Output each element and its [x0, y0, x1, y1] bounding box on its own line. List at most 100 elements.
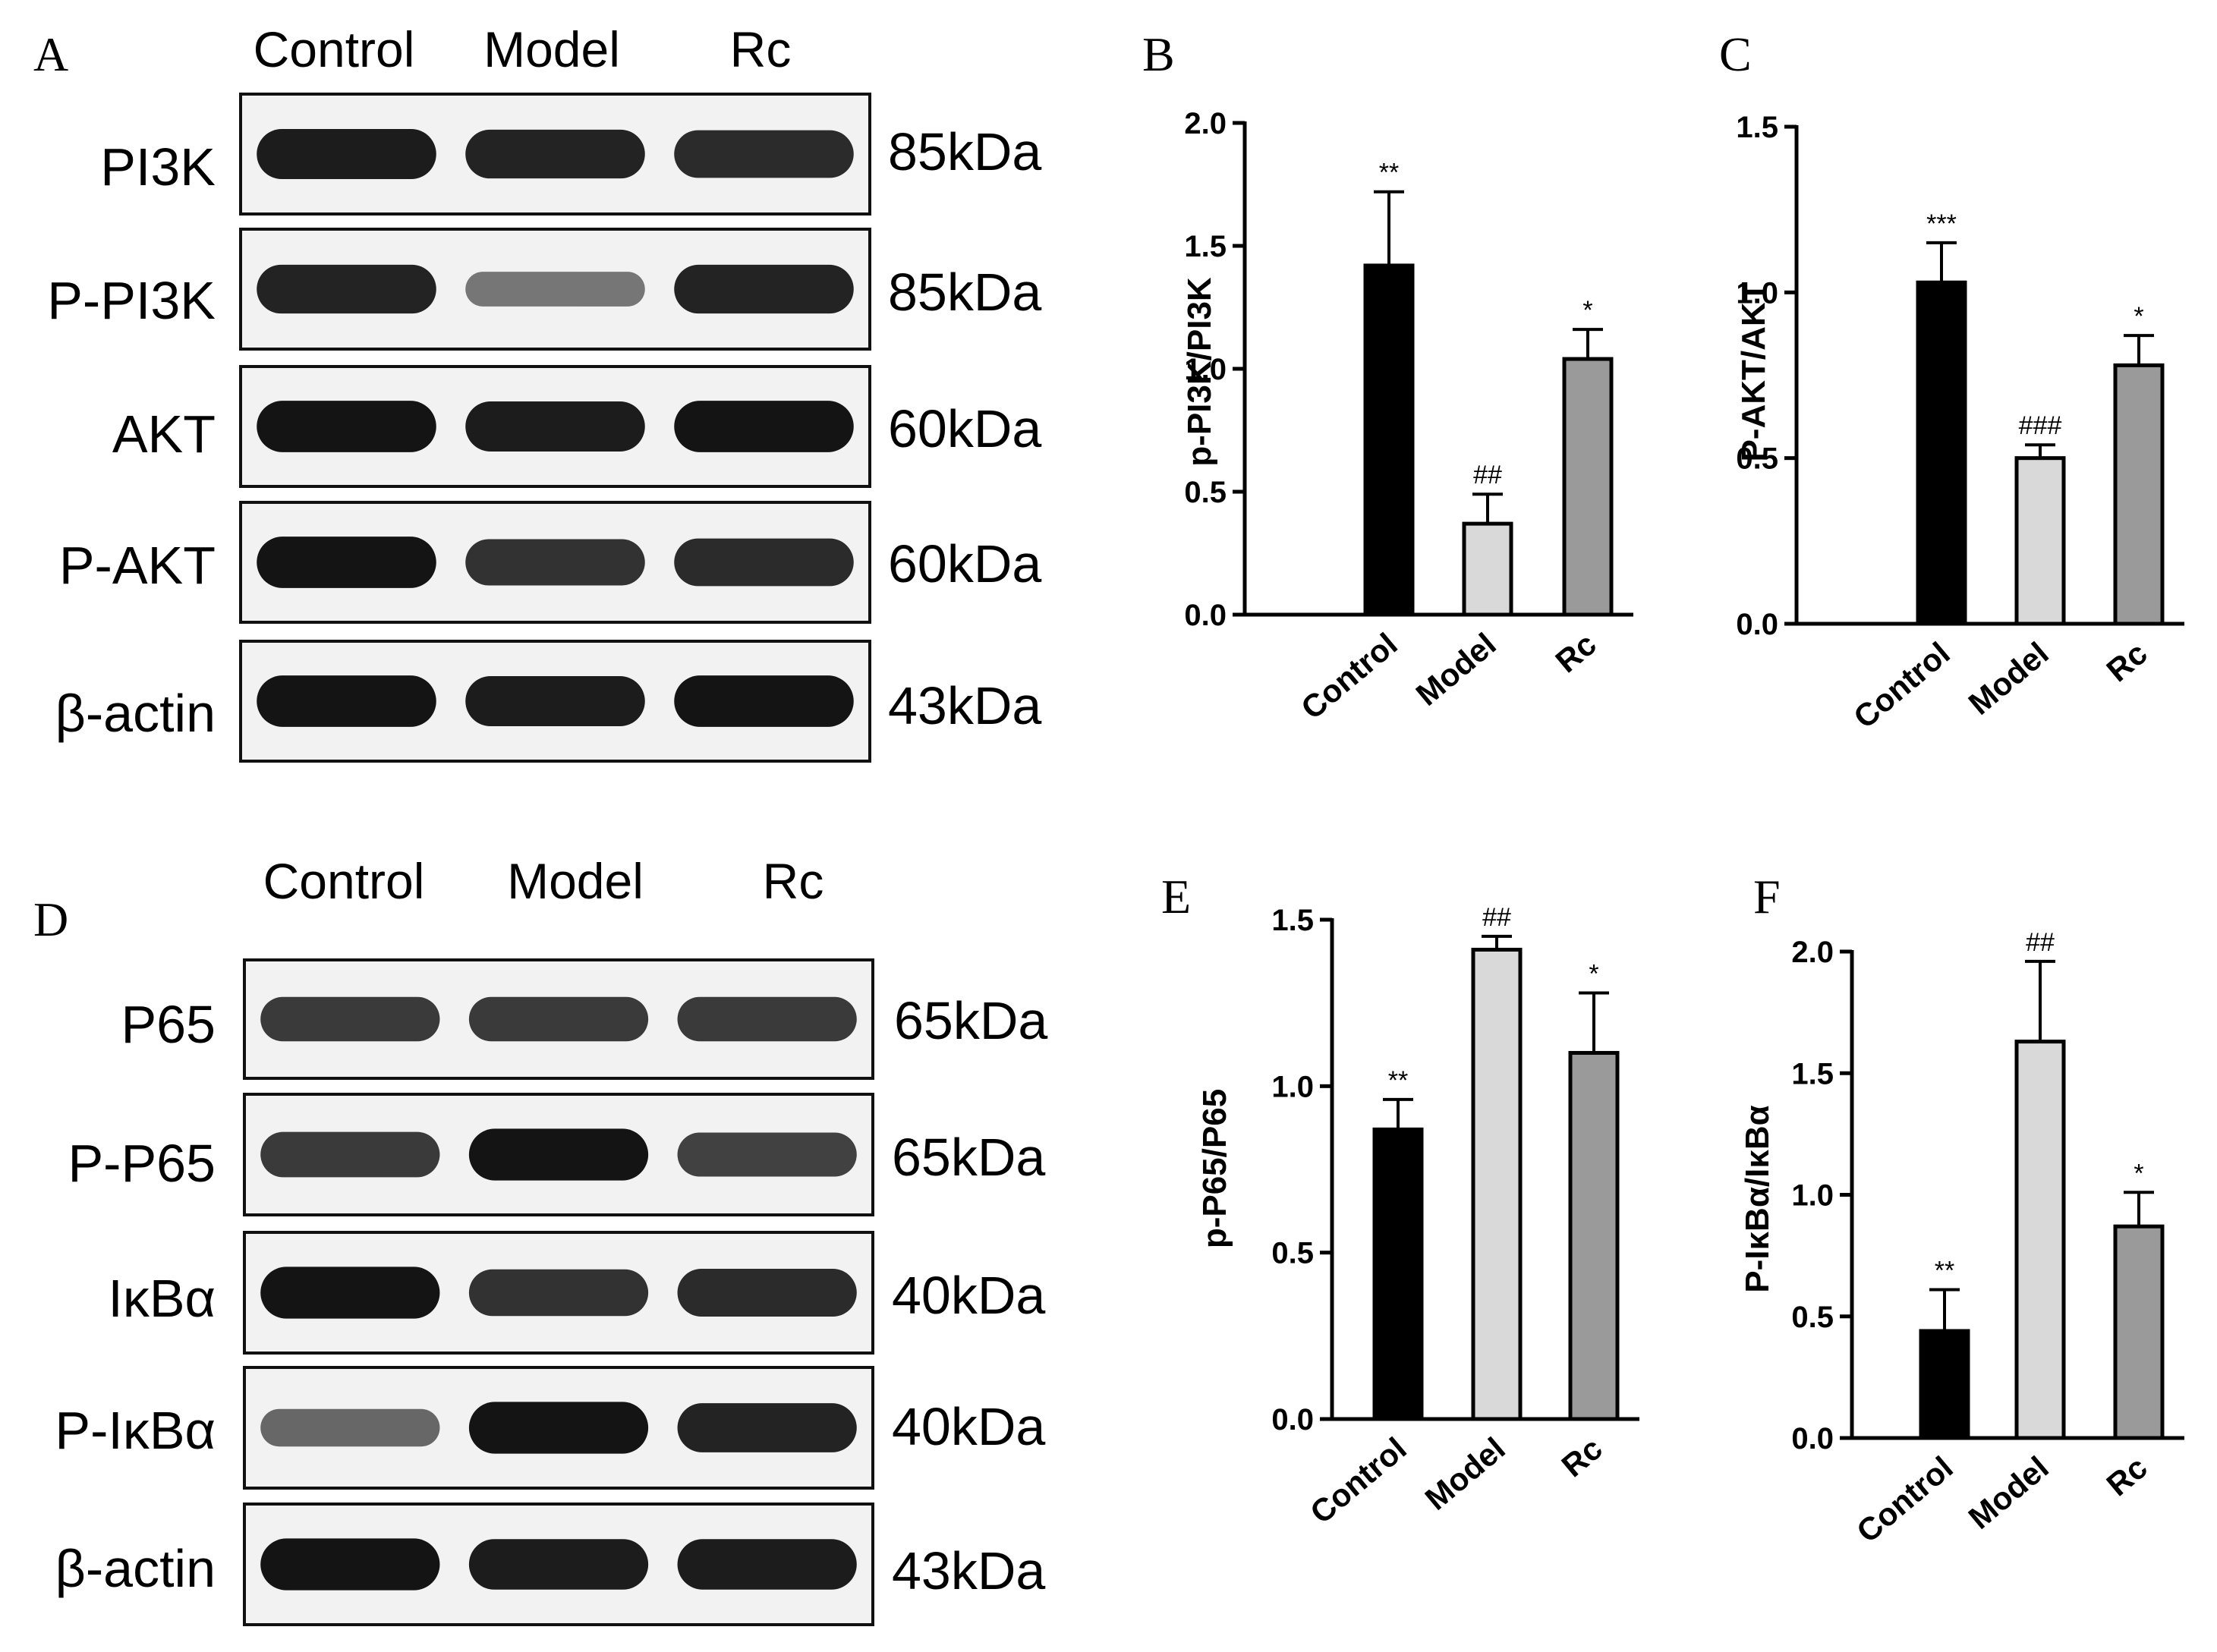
blot-band-model — [465, 272, 645, 307]
blot-band-control — [260, 1538, 440, 1591]
blot-band-rc — [674, 675, 854, 727]
significance-label-rc: * — [1582, 296, 1592, 325]
significance-label-control: ** — [1379, 159, 1399, 187]
y-tick-label: 1.5 — [1736, 111, 1778, 144]
blot-band-rc — [674, 264, 854, 314]
bar-control — [1372, 1127, 1424, 1421]
lane-label-control: Control — [253, 21, 415, 77]
significance-label-rc: * — [2134, 302, 2143, 331]
blot-band-control — [260, 1408, 440, 1447]
row-label-p-ikba: P-IκBα — [55, 1401, 216, 1460]
kda-label-p65: 65kDa — [894, 991, 1048, 1050]
kda-label-p-p65: 65kDa — [892, 1128, 1046, 1187]
bar-control — [1919, 1329, 1970, 1440]
y-tick-label: 1.0 — [1184, 353, 1227, 386]
row-label-beta-actin: β-actin — [55, 1539, 216, 1598]
y-tick-label: 1.5 — [1791, 1057, 1834, 1090]
blot-band-control — [257, 264, 436, 314]
blot-strip-pi3k — [239, 93, 871, 216]
y-tick-label: 1.5 — [1271, 904, 1314, 937]
panel-letter-c: C — [1719, 27, 1752, 81]
blot-strip-p-ikba — [243, 1366, 874, 1490]
lane-label-control: Control — [263, 853, 425, 909]
bar-rc — [1562, 357, 1614, 617]
blot-strip-ikba — [243, 1231, 874, 1355]
y-tick-label: 2.0 — [1791, 936, 1834, 969]
x-tick-label-control: Control — [1850, 1449, 1960, 1550]
blot-band-rc — [674, 130, 854, 178]
row-label-p-akt: P-AKT — [58, 536, 216, 595]
significance-label-model: ## — [2026, 928, 2055, 957]
significance-label-model: ## — [1482, 903, 1511, 932]
y-tick-label: 2.0 — [1184, 107, 1227, 140]
y-axis-label: p-PI3K/PI3K — [1181, 277, 1218, 467]
row-label-p-pi3k: P-PI3K — [47, 271, 216, 330]
blot-band-model — [468, 1402, 649, 1454]
blot-band-model — [465, 539, 645, 586]
significance-label-control: *** — [1926, 209, 1957, 238]
kda-label-beta-actin: 43kDa — [892, 1541, 1046, 1600]
panel-letter-a: A — [33, 27, 69, 81]
x-tick-label-model: Model — [1962, 1449, 2055, 1536]
row-label-ikba: IκBα — [108, 1269, 216, 1328]
panel-letter-b: B — [1142, 27, 1175, 81]
significance-label-model: ### — [2019, 411, 2062, 440]
significance-label-control: ** — [1388, 1066, 1408, 1095]
kda-label-p-ikba: 40kDa — [892, 1397, 1046, 1456]
significance-label-model: ## — [1473, 461, 1502, 489]
blot-strip-p-p65 — [243, 1093, 874, 1216]
row-label-akt: AKT — [112, 404, 216, 464]
y-tick-label: 0.0 — [1271, 1403, 1314, 1436]
blot-band-model — [468, 1269, 649, 1317]
blot-strip-p-pi3k — [239, 228, 871, 351]
kda-label-p-pi3k: 85kDa — [888, 263, 1042, 322]
blot-band-rc — [677, 1403, 857, 1452]
row-label-pi3k: PI3K — [100, 137, 216, 197]
panel-letter-e: E — [1161, 870, 1192, 924]
y-axis-label: P-AKT/AKT — [1735, 282, 1772, 461]
y-tick-label: 1.0 — [1271, 1070, 1314, 1103]
blot-band-control — [257, 537, 436, 588]
row-label-p65: P65 — [121, 995, 216, 1054]
blot-band-control — [260, 1267, 440, 1319]
blot-band-rc — [677, 996, 857, 1042]
bar-model — [1471, 947, 1523, 1421]
blot-band-rc — [677, 1539, 857, 1590]
blot-band-control — [260, 996, 440, 1042]
blot-band-model — [468, 1128, 649, 1181]
blot-band-control — [257, 401, 436, 452]
y-tick-label: 0.0 — [1736, 608, 1778, 641]
panel-letter-f: F — [1753, 870, 1781, 924]
kda-label-ikba: 40kDa — [892, 1266, 1046, 1325]
lane-label-model: Model — [483, 21, 620, 77]
bar-model — [2014, 1040, 2066, 1440]
blot-band-model — [468, 996, 649, 1042]
y-tick-label: 0.5 — [1736, 442, 1778, 476]
blot-strip-p-akt — [239, 501, 871, 624]
bar-model — [2014, 456, 2066, 626]
blot-strip-p65 — [243, 958, 874, 1080]
blot-band-model — [465, 401, 645, 452]
kda-label-pi3k: 85kDa — [888, 122, 1042, 181]
significance-label-rc: * — [2134, 1159, 2143, 1188]
blot-band-model — [465, 675, 645, 727]
x-tick-label-rc: Rc — [2099, 1449, 2153, 1503]
y-axis-label: p-P65/P65 — [1196, 1089, 1233, 1248]
kda-label-p-akt: 60kDa — [888, 534, 1042, 593]
blot-strip-akt — [239, 365, 871, 488]
y-tick-label: 0.5 — [1184, 476, 1227, 509]
significance-label-rc: * — [1589, 960, 1598, 989]
y-tick-label: 0.5 — [1791, 1301, 1834, 1334]
blot-band-control — [257, 128, 436, 180]
kda-label-beta-actin: 43kDa — [888, 676, 1042, 735]
y-tick-label: 1.0 — [1736, 276, 1778, 310]
y-tick-label: 1.0 — [1791, 1179, 1834, 1213]
lane-label-rc: Rc — [762, 853, 824, 909]
y-tick-label: 1.5 — [1184, 230, 1227, 263]
y-tick-label: 0.5 — [1271, 1237, 1314, 1270]
y-axis-label: P-IκBα/IκBα — [1739, 1105, 1776, 1292]
bar-control — [1916, 280, 1967, 626]
